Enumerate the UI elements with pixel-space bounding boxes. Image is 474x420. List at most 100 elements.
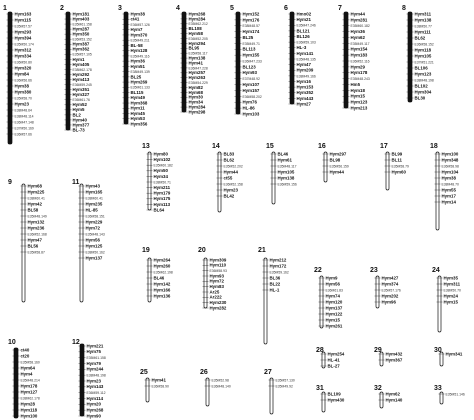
linkage-group-label: 5 (230, 5, 234, 12)
linkage-group-label: 18 (430, 143, 438, 150)
marker-label-bold: Hym30 (189, 95, 204, 100)
marker-label-bold: Hym394 (15, 35, 32, 40)
marker-label-bold: Hym128 (131, 48, 148, 53)
chromosome-bar (205, 377, 210, 407)
marker-label-light: E36M52.116 (351, 59, 370, 63)
linkage-group-10: 10ct40ct20E35M58.160Hym64Hym4E35M48.214H… (8, 339, 40, 418)
chromosome-bar (123, 11, 129, 125)
marker-label-bold: BL108 (189, 26, 203, 31)
marker-label-bold: Hym367 (386, 357, 403, 362)
marker-label-light: E38M50.70 (444, 288, 461, 292)
marker-label-bold: BL-58 (131, 43, 144, 48)
marker-label-light: E38M50.71 (154, 180, 171, 184)
marker-label-bold: Hym20 (87, 402, 102, 407)
marker-label-bold: Hym83 (210, 284, 225, 289)
marker-label-bold: Hym292 (73, 72, 90, 77)
marker-label-bold: Hym341 (446, 351, 463, 356)
marker-label-light: E35M48.117 (278, 164, 297, 168)
chromosome-bar (437, 275, 442, 333)
marker-label-bold: Hym211 (154, 185, 171, 190)
marker-label-bold: Hym41 (152, 377, 167, 382)
marker-label-bold: BL113 (243, 47, 256, 52)
linkage-group-label: 31 (316, 385, 324, 392)
marker-label-bold: Hym153 (297, 85, 314, 90)
marker-label-bold: BL46 (278, 151, 289, 156)
marker-label-bold: Hym23 (15, 101, 30, 106)
marker-label-bold: Hym225 (28, 189, 45, 194)
linkage-group-label: 28 (316, 347, 324, 354)
marker-label-bold: Hym212 (270, 257, 287, 262)
marker-label-bold: Hym165 (86, 189, 103, 194)
marker-label-bold: Hym268 (87, 408, 104, 413)
marker-label-bold: Hym44 (224, 169, 239, 174)
marker-label-bold: Hym229 (86, 219, 103, 224)
marker-label-bold: Hym114 (87, 396, 104, 401)
marker-label-bold: Hym102 (154, 157, 171, 162)
marker-label-bold: Hym362 (73, 47, 90, 52)
marker-label-bold: Hym166 (154, 287, 171, 292)
marker-label-bold: Hym138 (278, 175, 295, 180)
chromosome-bar (375, 275, 380, 309)
marker-label-bold: Hym4 (21, 371, 34, 376)
marker-label-light: E35M57.176 (382, 288, 401, 292)
marker-label-light: E35M60.182 (351, 24, 370, 28)
marker-label-bold: Hym80 (154, 151, 169, 156)
marker-label-light: E38M60.41 (28, 196, 45, 200)
marker-label-bold: Hym14 (442, 199, 457, 204)
marker-label-light: E35M49.116 (131, 54, 150, 58)
marker-label-bold: Hym44 (330, 169, 345, 174)
marker-label-bold: Hym374 (382, 281, 399, 286)
marker-label-bold: Hym350 (73, 32, 90, 37)
marker-label-bold: Hym257 (189, 70, 206, 75)
marker-label-light: E36M47.228 (189, 66, 208, 70)
marker-label-light: E35M49.211 (131, 39, 150, 43)
chromosome-bar (13, 347, 19, 419)
marker-label-bold: Hym175 (154, 196, 171, 201)
marker-label-bold: Hym103 (243, 111, 260, 116)
marker-label-bold: Hym35 (444, 275, 459, 280)
marker-label-bold: Hym16 (297, 79, 312, 84)
marker-label-bold: BL102 (415, 83, 429, 88)
linkage-group-label: 32 (374, 385, 382, 392)
marker-label-bold: Hym312 (15, 47, 32, 52)
linkage-group-label: 2 (60, 5, 64, 12)
marker-label-bold: Hym356 (131, 121, 148, 126)
marker-label-bold: Hym18 (351, 88, 366, 93)
marker-label-bold: Hym163 (15, 11, 32, 16)
marker-label-bold: Hym49 (131, 95, 146, 100)
marker-label-bold: Hym297 (330, 151, 347, 156)
marker-label-light: E36M58.152 (415, 42, 434, 46)
marker-label-light: E38M48.64 (15, 108, 32, 112)
marker-label-light: E37M50.169 (15, 126, 34, 130)
marker-label-bold: BL83 (224, 151, 235, 156)
marker-label-bold: Hym125 (86, 243, 103, 248)
marker-label-light: E36M52.205 (189, 37, 208, 41)
linkage-group-33: 33 E35M51.146 (434, 385, 465, 405)
linkage-group-label: 14 (212, 143, 220, 150)
marker-label-bold: Hym60 (392, 169, 407, 174)
linkage-group-label: 20 (198, 247, 206, 254)
marker-label-bold: Hym42 (28, 201, 43, 206)
marker-label-bold: Hym294 (189, 41, 206, 46)
marker-label-light: E38M48.198 (415, 78, 434, 82)
marker-label-bold: BL56 (28, 243, 39, 248)
linkage-group-4: 4Hym268Hym284E35M62.212BL108Hym58E36M52.… (176, 5, 208, 114)
marker-label-light: E35M58.87 (28, 250, 45, 254)
marker-label-light: E36M53.152 (73, 38, 92, 42)
marker-label-bold: Hym443 (297, 96, 314, 101)
marker-label-bold: Hym38 (442, 175, 457, 180)
marker-label-bold: Hym50 (154, 168, 169, 173)
marker-label-bold: Hym202 (382, 293, 399, 298)
chromosome-bar (79, 343, 85, 417)
marker-label-bold: Hym370 (131, 32, 148, 37)
marker-label-bold: Hym132 (28, 219, 45, 224)
marker-label-light: E36M52.168 (28, 232, 47, 236)
marker-label-light: E35M48.143 (86, 232, 105, 236)
marker-label-bold: Hym76 (243, 100, 258, 105)
marker-label-bold: Hym40 (73, 117, 88, 122)
marker-label-bold: HL-85 (86, 207, 99, 212)
marker-label-bold: BL25 (243, 35, 254, 40)
